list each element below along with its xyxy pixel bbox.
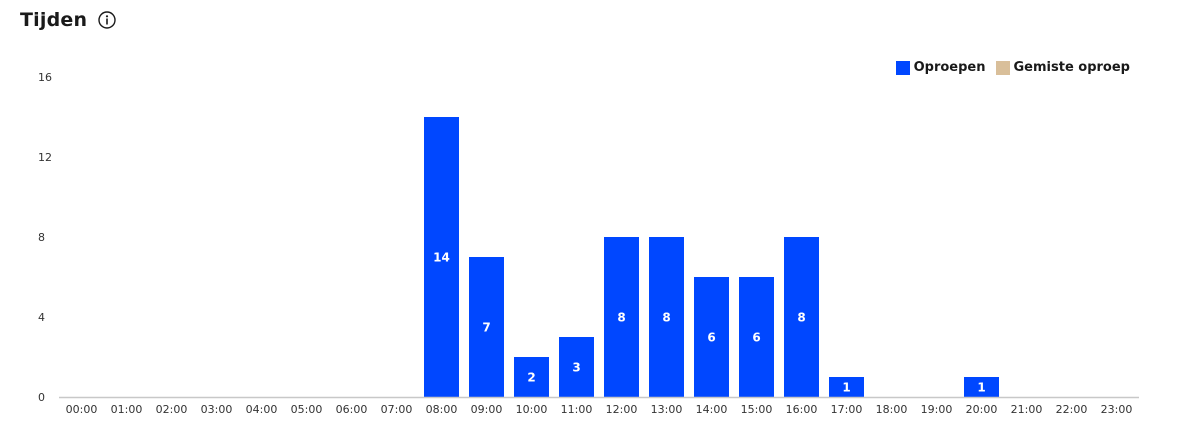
y-tick-label: 8: [38, 231, 45, 244]
x-tick-label: 15:00: [741, 403, 773, 416]
x-tick-label: 22:00: [1056, 403, 1088, 416]
bar-oproepen: [829, 377, 864, 397]
bar-value-label: 6: [752, 331, 760, 345]
x-tick-label: 18:00: [876, 403, 908, 416]
x-tick-label: 12:00: [606, 403, 638, 416]
bar-oproepen: [964, 377, 999, 397]
legend-label-oproepen: Oproepen: [913, 60, 986, 75]
y-tick-label: 12: [38, 151, 52, 164]
bar-oproepen: [514, 357, 549, 397]
x-tick-label: 02:00: [156, 403, 188, 416]
x-tick-label: 17:00: [831, 403, 863, 416]
bar-value-label: 1: [977, 381, 985, 395]
legend-item-oproepen[interactable]: Oproepen: [895, 60, 986, 75]
x-tick-label: 06:00: [336, 403, 368, 416]
bar-value-label: 7: [482, 321, 490, 335]
legend-item-gemiste-oproep[interactable]: Gemiste oproep: [995, 60, 1131, 75]
legend-swatch-oproepen: [895, 60, 910, 75]
chart-legend: Oproepen Gemiste oproep: [886, 60, 1130, 75]
x-tick-label: 10:00: [516, 403, 548, 416]
bar-oproepen: [784, 237, 819, 397]
x-tick-label: 04:00: [246, 403, 278, 416]
x-tick-label: 03:00: [201, 403, 233, 416]
bar-value-label: 1: [842, 381, 850, 395]
x-tick-label: 11:00: [561, 403, 593, 416]
bar-oproepen: [694, 277, 729, 397]
y-tick-label: 16: [38, 71, 52, 84]
x-tick-label: 00:00: [66, 403, 98, 416]
x-tick-label: 05:00: [291, 403, 323, 416]
chart-header: Tijden: [20, 9, 116, 31]
x-tick-label: 01:00: [111, 403, 143, 416]
x-tick-label: 14:00: [696, 403, 728, 416]
bar-value-label: 8: [617, 311, 625, 325]
info-icon[interactable]: [98, 11, 116, 29]
x-tick-label: 16:00: [786, 403, 818, 416]
bar-oproepen: [469, 257, 504, 397]
bar-value-label: 8: [797, 311, 805, 325]
bar-value-label: 3: [572, 361, 580, 375]
x-tick-label: 19:00: [921, 403, 953, 416]
x-tick-label: 08:00: [426, 403, 458, 416]
x-tick-label: 20:00: [966, 403, 998, 416]
x-tick-label: 23:00: [1101, 403, 1133, 416]
legend-swatch-gemiste-oproep: [995, 60, 1010, 75]
bar-oproepen: [604, 237, 639, 397]
bar-value-label: 6: [707, 331, 715, 345]
x-tick-label: 07:00: [381, 403, 413, 416]
bar-oproepen: [559, 337, 594, 397]
bar-oproepen: [424, 117, 459, 397]
bar-oproepen: [649, 237, 684, 397]
bar-value-label: 8: [662, 311, 670, 325]
bar-value-label: 14: [433, 251, 450, 265]
legend-label-gemiste-oproep: Gemiste oproep: [1013, 60, 1131, 75]
y-tick-label: 0: [38, 391, 45, 404]
y-tick-label: 4: [38, 311, 45, 324]
page-title: Tijden: [20, 9, 88, 31]
bar-value-label: 2: [527, 371, 535, 385]
x-tick-label: 09:00: [471, 403, 503, 416]
x-tick-label: 13:00: [651, 403, 683, 416]
x-tick-label: 21:00: [1011, 403, 1043, 416]
bar-oproepen: [739, 277, 774, 397]
